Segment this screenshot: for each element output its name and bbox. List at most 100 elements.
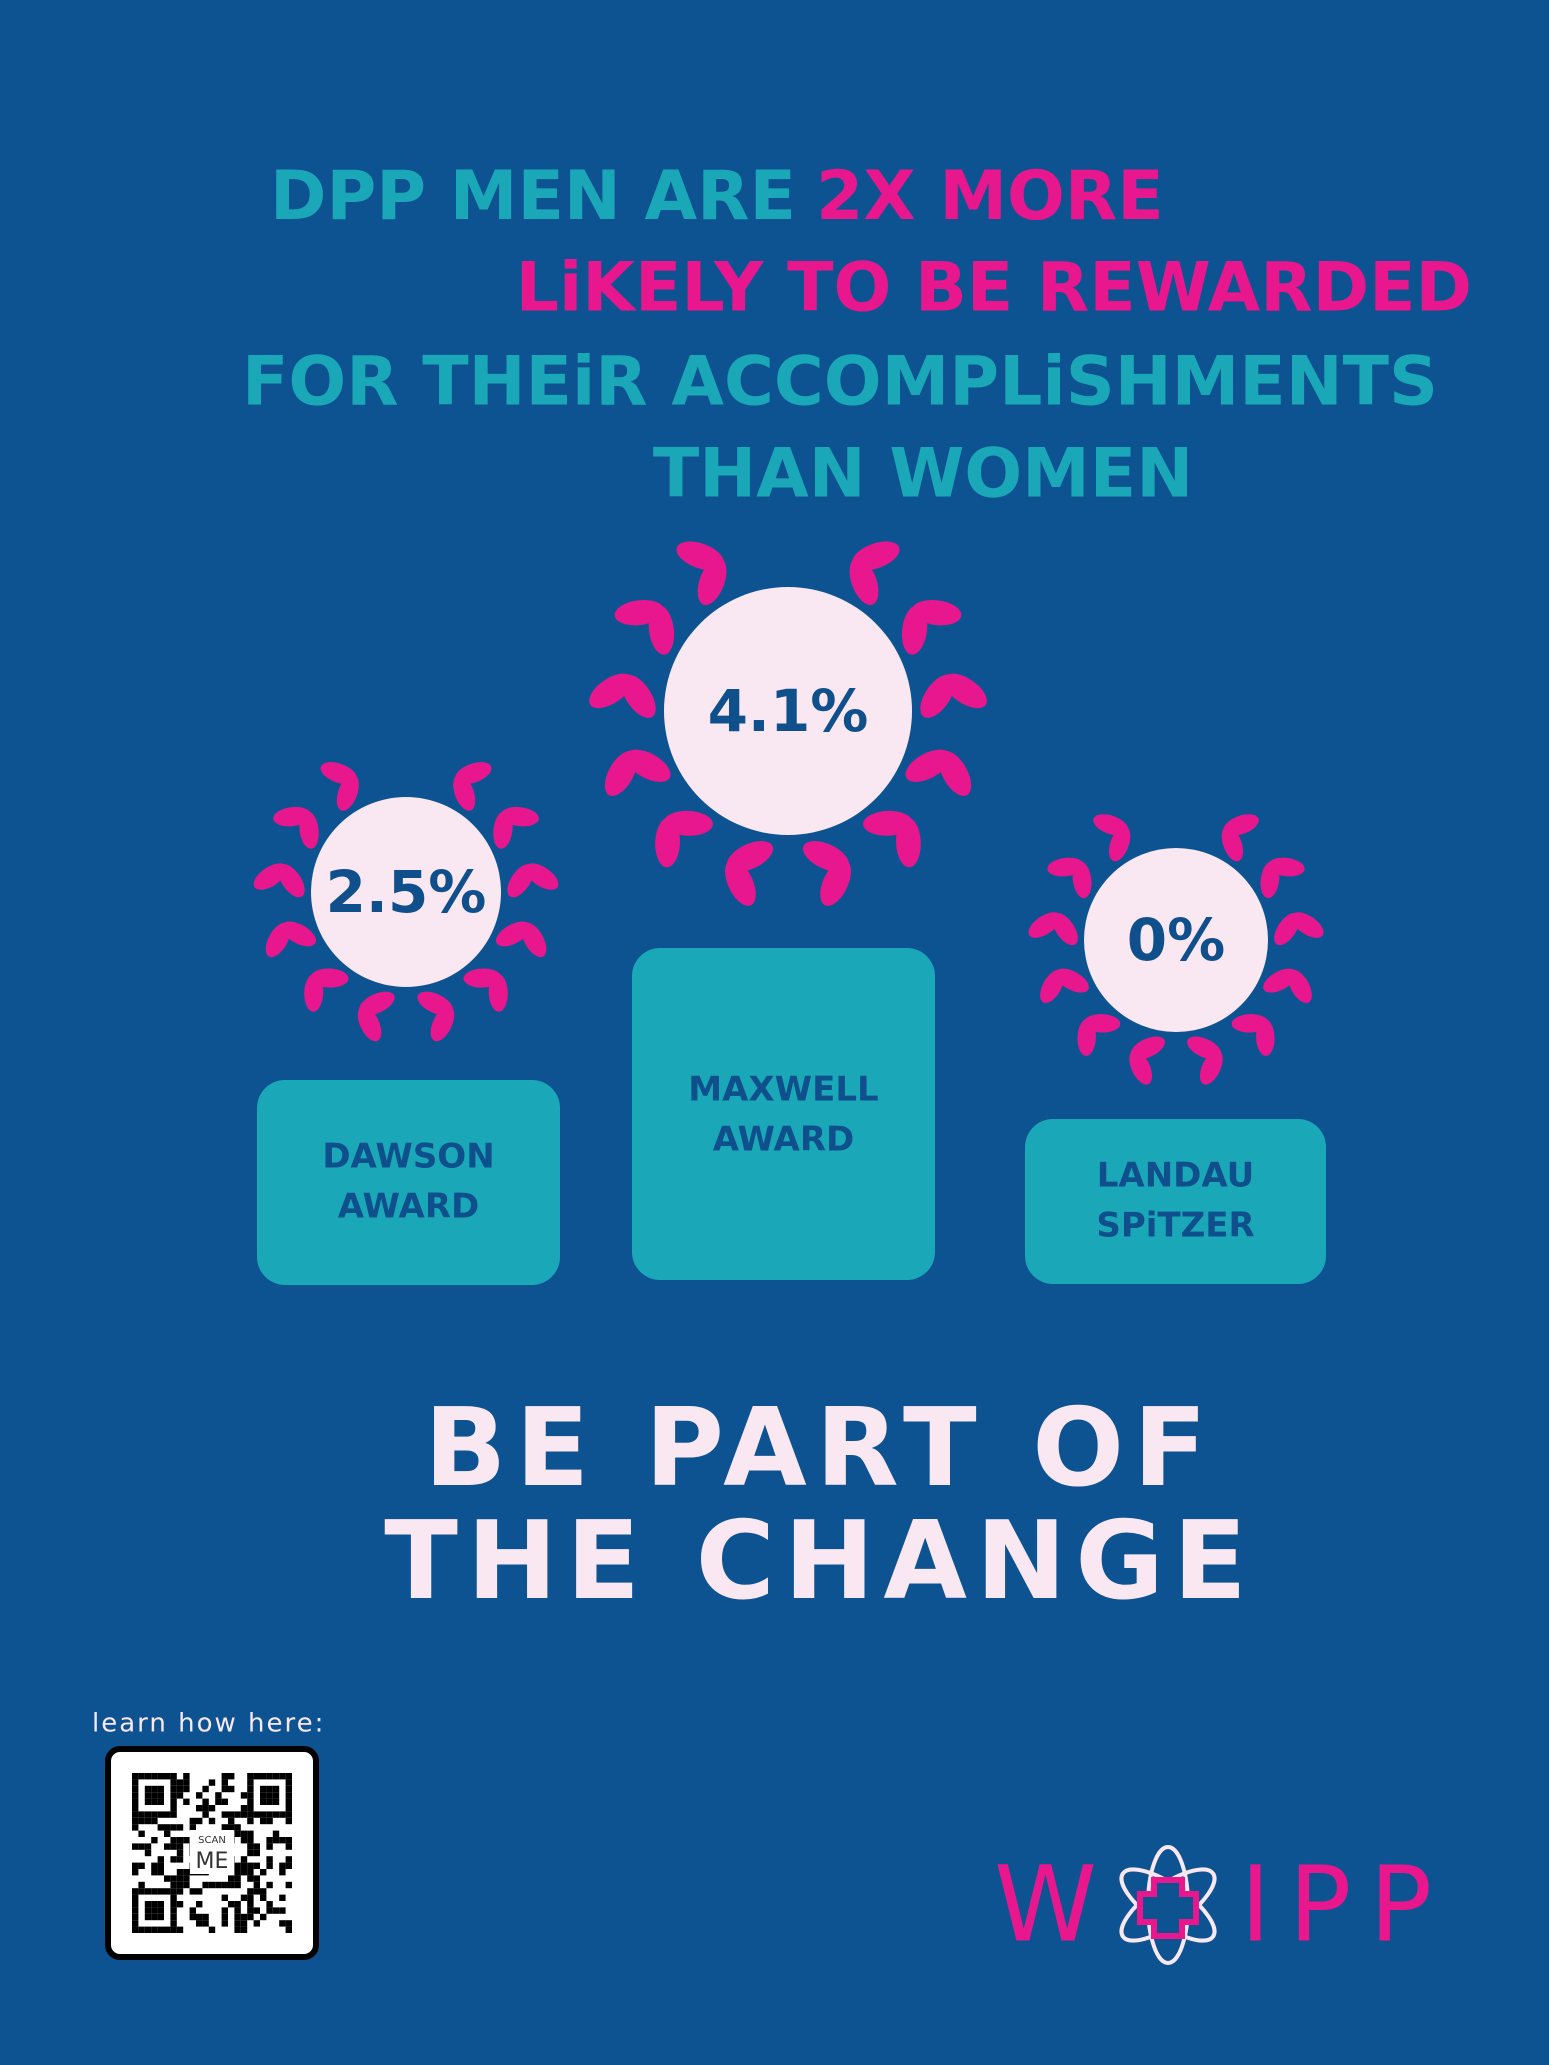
- qr-module: [240, 1811, 248, 1818]
- qr-module: [196, 1817, 203, 1825]
- qr-module: [279, 1907, 286, 1914]
- qr-module: [208, 1817, 216, 1825]
- qr-module: [183, 1869, 190, 1876]
- qr-center: [190, 1830, 234, 1874]
- qr-module: [228, 1901, 235, 1908]
- qr-module: [132, 1926, 139, 1933]
- qr-module: [157, 1862, 164, 1869]
- qr-module: [247, 1894, 254, 1901]
- laurel-leaf: [1199, 1050, 1223, 1085]
- qr-module: [144, 1901, 152, 1908]
- laurel-leaf: [1028, 912, 1061, 938]
- qr-module: [240, 1837, 248, 1844]
- qr-module: [279, 1869, 286, 1876]
- qr-module: [272, 1811, 280, 1818]
- qr-module: [247, 1907, 254, 1914]
- qr-module: [266, 1798, 273, 1805]
- qr-module: [266, 1773, 273, 1780]
- qr-module: [176, 1785, 184, 1793]
- qr-module: [176, 1843, 184, 1850]
- qr-module: [157, 1869, 164, 1876]
- qr-module: [266, 1862, 273, 1869]
- qr-module: [228, 1881, 235, 1889]
- laurel-leaf: [655, 817, 681, 868]
- qr-module: [279, 1773, 286, 1780]
- qr-module: [285, 1773, 292, 1780]
- qr-module: [157, 1856, 164, 1863]
- qr-module: [221, 1894, 228, 1901]
- qr-module: [202, 1811, 209, 1818]
- qr-module: [253, 1920, 260, 1927]
- award-circle: [311, 797, 501, 987]
- qr-label-2: ME: [196, 1849, 229, 1874]
- qr-module: [151, 1901, 158, 1908]
- qr-module: [228, 1785, 235, 1793]
- qr-module: [234, 1907, 241, 1914]
- qr-module: [138, 1926, 145, 1933]
- podium: [632, 948, 935, 1280]
- qr-module: [183, 1773, 190, 1780]
- qr-module: [240, 1830, 248, 1837]
- qr-module: [228, 1817, 235, 1825]
- qr-module: [144, 1843, 152, 1850]
- podium: [1025, 1119, 1326, 1284]
- qr-module: [202, 1798, 209, 1805]
- qr-module: [266, 1785, 273, 1793]
- qr-module: [144, 1811, 152, 1818]
- qr-module: [176, 1792, 184, 1799]
- qr-module: [138, 1881, 145, 1889]
- qr-module: [208, 1779, 216, 1786]
- qr-module: [285, 1811, 292, 1818]
- qr-module: [138, 1862, 145, 1869]
- qr-module: [138, 1843, 145, 1850]
- qr-module: [285, 1920, 292, 1927]
- qr-module: [253, 1773, 260, 1780]
- qr-module: [279, 1920, 286, 1927]
- laurel-leaf: [273, 806, 311, 827]
- qr-module: [247, 1869, 254, 1876]
- qr-module: [183, 1837, 190, 1844]
- qr-module: [144, 1792, 152, 1799]
- qr-module: [132, 1785, 139, 1793]
- qr-module: [234, 1913, 241, 1921]
- qr-module: [247, 1849, 254, 1857]
- qr-module: [247, 1875, 254, 1882]
- qr-module: [285, 1926, 292, 1933]
- qr-module: [170, 1779, 177, 1786]
- qr-module: [144, 1907, 152, 1914]
- qr-module: [138, 1811, 145, 1818]
- qr-module: [279, 1811, 286, 1818]
- qr-module: [151, 1869, 158, 1876]
- qr-module: [183, 1779, 190, 1786]
- qr-code: [132, 1773, 292, 1933]
- qr-module: [151, 1862, 158, 1869]
- qr-module: [260, 1792, 267, 1799]
- qr-module: [170, 1894, 177, 1901]
- qr-module: [189, 1817, 196, 1825]
- qr-module: [144, 1913, 152, 1921]
- qr-module: [189, 1888, 196, 1895]
- qr-module: [183, 1785, 190, 1793]
- laurel-leaf: [1263, 968, 1297, 993]
- qr-module: [285, 1817, 292, 1825]
- laurel-leaf: [1047, 857, 1084, 877]
- award-percent: 2.5%: [326, 858, 487, 926]
- qr-module: [170, 1926, 177, 1933]
- qr-module: [234, 1920, 241, 1927]
- qr-module: [285, 1779, 292, 1786]
- qr-module: [266, 1811, 273, 1818]
- qr-module: [132, 1824, 139, 1831]
- qr-module: [176, 1875, 184, 1882]
- laurel-leaf: [265, 922, 291, 958]
- qr-module: [234, 1862, 241, 1869]
- qr-module: [132, 1817, 139, 1825]
- qr-module: [247, 1779, 254, 1786]
- laurel-leaf: [1129, 1050, 1153, 1085]
- qr-module: [164, 1830, 171, 1837]
- award-percent: 4.1%: [708, 677, 869, 745]
- cta-line-1: BE PART OF: [424, 1386, 1216, 1511]
- qr-module: [170, 1824, 177, 1831]
- qr-module: [215, 1792, 222, 1799]
- qr-module: [157, 1926, 164, 1933]
